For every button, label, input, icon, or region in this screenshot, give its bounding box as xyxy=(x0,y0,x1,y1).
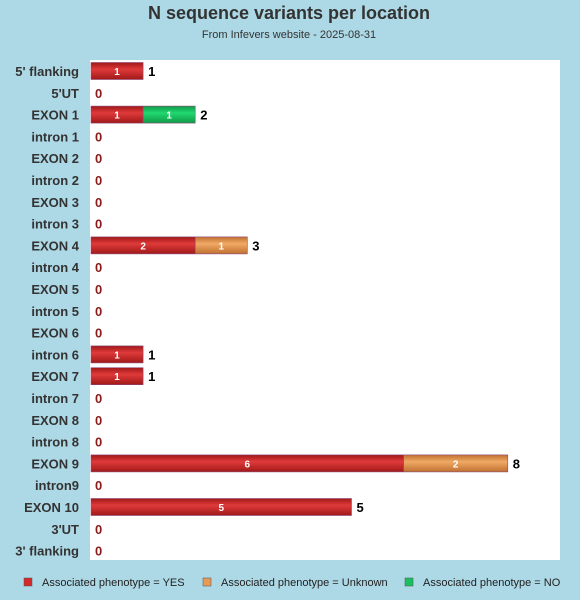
legend-swatch-no xyxy=(404,577,414,587)
legend-swatch-yes xyxy=(23,577,33,587)
total-value-label: 0 xyxy=(95,413,102,428)
category-label: EXON 2 xyxy=(31,151,79,166)
category-labels: 5' flanking 5'UT EXON 1 intron 1 EXON 2 intro… xyxy=(15,64,80,559)
total-value-label: 0 xyxy=(95,522,102,537)
total-value-label: 1 xyxy=(148,369,155,384)
total-value-label: 0 xyxy=(95,304,102,319)
total-value-label: 0 xyxy=(95,260,102,275)
bar-segment-unknown[interactable] xyxy=(403,454,509,473)
legend-label: Associated phenotype = YES xyxy=(42,577,185,589)
category-label: intron 1 xyxy=(31,129,79,144)
chart-subtitle: From Infevers website - 2025-08-31 xyxy=(202,29,376,41)
category-label: EXON 7 xyxy=(31,369,79,384)
category-label: intron 3 xyxy=(31,217,79,232)
legend-swatch-unknown xyxy=(202,577,212,587)
total-value-label: 0 xyxy=(95,282,102,297)
category-label: EXON 5 xyxy=(31,282,79,297)
total-value-label: 1 xyxy=(148,347,155,362)
total-value-label: 0 xyxy=(95,217,102,232)
segment-value-label: 1 xyxy=(114,111,120,122)
total-value-label: 0 xyxy=(95,544,102,559)
category-label: intron 8 xyxy=(31,435,79,450)
total-value-label: 0 xyxy=(95,326,102,341)
total-value-label: 0 xyxy=(95,435,102,450)
category-label: EXON 6 xyxy=(31,326,79,341)
total-value-label: 0 xyxy=(95,173,102,188)
total-value-label: 2 xyxy=(200,108,207,123)
total-value-label: 1 xyxy=(148,64,155,79)
total-value-label: 3 xyxy=(252,238,259,253)
chart-title: N sequence variants per location xyxy=(148,3,430,23)
category-label: EXON 8 xyxy=(31,413,79,428)
segment-value-label: 5 xyxy=(218,503,224,514)
category-label: EXON 1 xyxy=(31,108,79,123)
segment-value-label: 6 xyxy=(245,459,251,470)
category-label: EXON 10 xyxy=(24,500,79,515)
segment-value-label: 2 xyxy=(453,459,459,470)
bar-segment-yes[interactable] xyxy=(90,367,144,386)
category-label: EXON 3 xyxy=(31,195,79,210)
category-label: intron 7 xyxy=(31,391,79,406)
bar-segment-yes[interactable] xyxy=(90,345,144,364)
total-value-label: 0 xyxy=(95,391,102,406)
segment-value-label: 2 xyxy=(140,241,146,252)
total-value-label: 0 xyxy=(95,129,102,144)
category-label: EXON 9 xyxy=(31,456,79,471)
category-label: intron 4 xyxy=(31,260,79,275)
total-value-label: 0 xyxy=(95,478,102,493)
category-label: 5'UT xyxy=(51,86,79,101)
bars: 1 1 0 1 1 2 0 0 0 0 0 2 1 3 0 0 0 0 1 1 1 1 0 0 0 6 2 8 0 5 5 0 0 xyxy=(90,62,520,559)
legend: Associated phenotype = YES Associated phe… xyxy=(23,577,561,589)
total-value-label: 0 xyxy=(95,151,102,166)
total-value-label: 5 xyxy=(357,500,364,515)
segment-value-label: 1 xyxy=(114,350,120,361)
category-label: 3' flanking xyxy=(15,544,79,559)
category-label: intron 6 xyxy=(31,347,79,362)
category-label: 5' flanking xyxy=(15,64,79,79)
segment-value-label: 1 xyxy=(166,111,172,122)
category-label: intron 2 xyxy=(31,173,79,188)
segment-value-label: 1 xyxy=(114,372,120,383)
legend-label: Associated phenotype = NO xyxy=(423,577,561,589)
bar-segment-unknown[interactable] xyxy=(194,236,248,255)
category-label: intron9 xyxy=(35,478,79,493)
bar-segment-yes[interactable] xyxy=(90,498,352,516)
total-value-label: 0 xyxy=(95,86,102,101)
total-value-label: 0 xyxy=(95,195,102,210)
bar-segment-yes[interactable] xyxy=(90,62,144,80)
plot-area xyxy=(90,60,560,560)
total-value-label: 8 xyxy=(513,456,520,471)
legend-label: Associated phenotype = Unknown xyxy=(221,577,388,589)
category-label: intron 5 xyxy=(31,304,79,319)
category-label: 3'UT xyxy=(51,522,79,537)
segment-value-label: 1 xyxy=(114,67,120,78)
segment-value-label: 1 xyxy=(218,241,224,252)
bar-segment-no[interactable] xyxy=(142,105,196,124)
category-label: EXON 4 xyxy=(31,238,79,253)
